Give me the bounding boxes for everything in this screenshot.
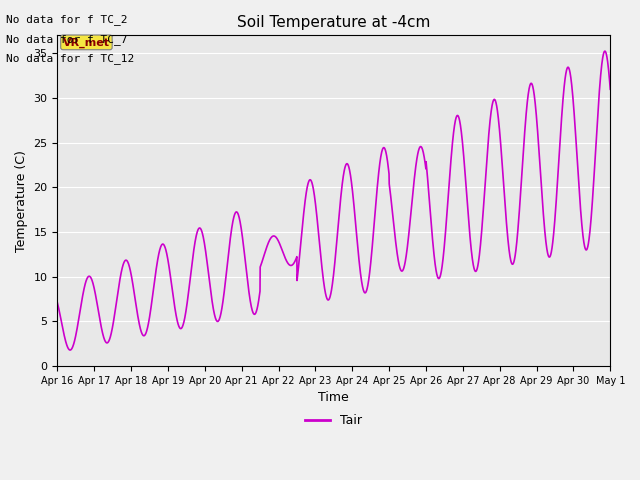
Y-axis label: Temperature (C): Temperature (C) bbox=[15, 150, 28, 252]
Text: No data for f TC_7: No data for f TC_7 bbox=[6, 34, 128, 45]
Text: VR_met: VR_met bbox=[63, 37, 110, 48]
Text: No data for f TC_2: No data for f TC_2 bbox=[6, 14, 128, 25]
X-axis label: Time: Time bbox=[319, 391, 349, 404]
Legend: Tair: Tair bbox=[300, 409, 367, 432]
Title: Soil Temperature at -4cm: Soil Temperature at -4cm bbox=[237, 15, 431, 30]
Text: No data for f TC_12: No data for f TC_12 bbox=[6, 53, 134, 64]
